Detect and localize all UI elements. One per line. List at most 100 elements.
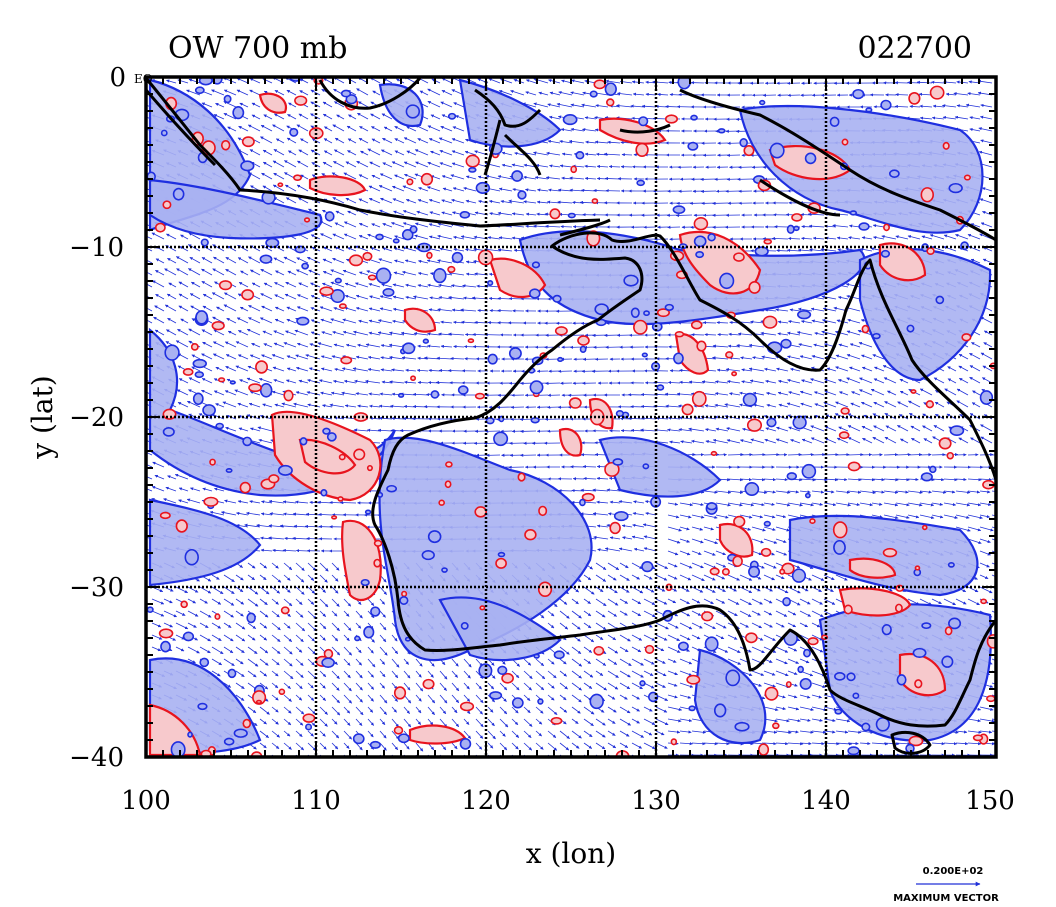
wind-vector [334,101,345,108]
wind-vector [163,610,177,618]
wind-vector [534,175,549,180]
wind-vector [295,742,304,751]
wind-vector [753,403,765,408]
wind-vector [308,367,321,372]
positive-blob [779,568,786,575]
wind-vector [763,610,773,616]
wind-vector [298,113,309,120]
positive-blob [294,95,308,106]
wind-vector [250,269,261,276]
y-tick-label: −40 [69,743,124,773]
wind-vector [811,682,826,688]
wind-vector [238,427,249,432]
negative-blob [557,356,564,363]
wind-vector [873,235,885,240]
wind-vector [188,232,201,240]
wind-vector [299,90,309,96]
wind-vector [344,282,357,288]
wind-vector [237,500,249,504]
wind-vector [211,634,222,641]
wind-vector [463,718,470,725]
wind-vector [631,634,643,641]
negative-blob [299,437,308,446]
wind-vector [342,318,357,324]
wind-vector [585,140,597,144]
wind-vector [175,622,189,630]
wind-vector [202,293,213,300]
wind-vector [306,391,321,396]
negative-blob [921,622,932,630]
wind-vector [323,150,333,156]
positive-blob [807,637,819,646]
positive-blob [690,320,703,330]
negative-blob [769,142,785,159]
wind-vector [336,114,345,120]
wind-vector [965,103,981,108]
wind-vector [835,718,851,723]
positive-blob [242,718,252,729]
negative-blob [533,653,540,659]
negative-blob [182,631,195,642]
wind-vector [248,305,261,312]
wind-vector [679,694,692,699]
wind-vector [533,78,549,84]
wind-vector [311,138,321,144]
wind-vector [849,366,861,372]
wind-vector [775,646,789,653]
wind-vector [357,112,369,120]
x-axis-label: x (lon) [526,837,616,870]
wind-vector [691,514,705,519]
wind-vector [296,184,309,192]
wind-vector [667,502,679,506]
wind-vector [919,116,933,120]
wind-vector [365,343,381,348]
wind-vector [251,102,261,108]
negative-blob [402,342,416,355]
wind-vector [263,282,273,288]
wind-vector [224,341,237,348]
wind-vector [619,598,629,604]
negative-blob [197,702,208,711]
x-tick-label: 100 [121,786,171,816]
wind-vector [225,366,237,372]
wind-vector [201,353,213,360]
wind-vector [979,115,993,120]
wind-vector [451,162,465,168]
wind-vector [583,610,592,617]
wind-vector [368,307,381,312]
wind-vector [388,343,405,348]
wind-vector [775,610,788,617]
wind-vector [583,598,591,605]
wind-vector [295,574,305,583]
wind-vector [679,514,692,519]
wind-vector [358,101,369,108]
wind-vector [583,670,594,678]
negative-blob [441,567,448,573]
wind-vector [859,502,873,507]
wind-vector [799,718,811,722]
wind-vector [403,161,417,168]
wind-vector [272,160,285,168]
negative-blob [195,310,209,325]
wind-vector [187,586,199,593]
wind-vector [607,586,618,594]
positive-blob [465,154,480,168]
wind-vector [283,634,293,642]
wind-vector [297,294,309,300]
wind-vector [227,126,237,132]
wind-vector [272,184,285,192]
wind-vector [787,378,801,384]
wind-vector [417,283,429,288]
wind-vector [788,391,801,396]
wind-vector [787,694,798,699]
y-tick-labels: 0 −10 −20 −30 −40 [69,63,126,773]
wind-vector [367,718,375,726]
positive-blob [154,222,166,233]
negative-blob [948,182,963,194]
wind-vector [451,138,465,144]
wind-vector [884,401,897,408]
wind-vector [546,151,561,156]
wind-vector [321,282,333,288]
wind-vector [548,188,561,192]
wind-vector [260,268,273,276]
